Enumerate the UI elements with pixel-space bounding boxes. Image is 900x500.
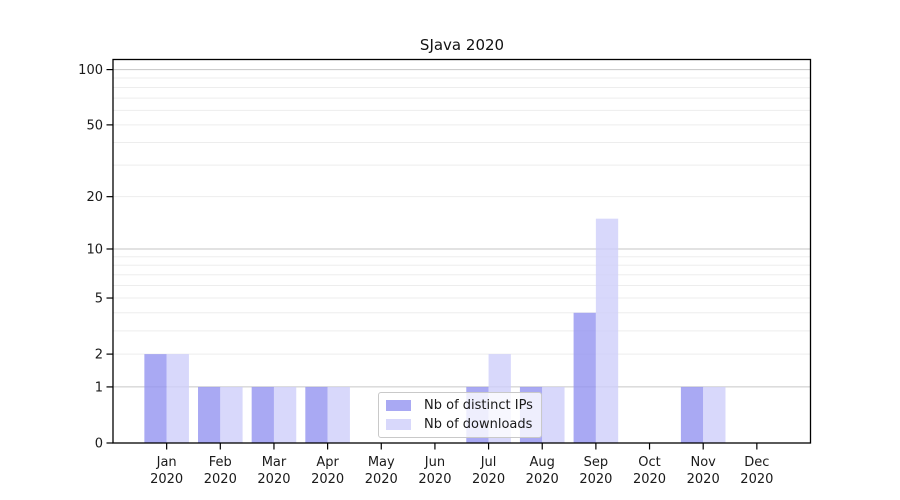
x-tick-label-year: 2020 xyxy=(257,472,290,487)
x-tick-label-month: Jan xyxy=(156,455,177,470)
y-tick-label: 20 xyxy=(86,190,103,205)
bar-distinct-ips-sep xyxy=(573,312,596,443)
y-tick-label: 100 xyxy=(78,63,103,78)
x-tick-label-year: 2020 xyxy=(418,472,451,487)
bar-downloads-sep xyxy=(595,218,619,443)
legend-label-distinct-ips: Nb of distinct IPs xyxy=(424,398,533,413)
y-tick-label: 2 xyxy=(95,348,103,363)
y-tick-label: 10 xyxy=(86,242,103,257)
legend-item-downloads: Nb of downloads xyxy=(386,418,533,431)
legend-swatch-distinct-ips xyxy=(386,400,411,411)
bar-downloads-jan xyxy=(166,354,189,443)
x-tick-label-year: 2020 xyxy=(150,472,183,487)
x-tick-label-month: Apr xyxy=(316,455,339,470)
x-tick-label-year: 2020 xyxy=(472,472,505,487)
chart-title: SJava 2020 xyxy=(419,36,505,54)
x-tick-label-month: Sep xyxy=(584,455,609,470)
x-tick-label-year: 2020 xyxy=(365,472,398,487)
x-tick-label-year: 2020 xyxy=(579,472,612,487)
x-tick-label-year: 2020 xyxy=(687,472,720,487)
x-tick-label-month: Aug xyxy=(530,455,555,470)
x-tick-label-month: Dec xyxy=(744,455,769,470)
y-tick-label: 1 xyxy=(95,380,103,395)
bar-distinct-ips-jan xyxy=(144,354,167,443)
y-tick-label: 0 xyxy=(95,437,103,452)
bar-downloads-mar xyxy=(273,386,297,443)
bar-downloads-aug xyxy=(542,386,565,443)
x-tick-label-month: Mar xyxy=(262,455,287,470)
y-tick-label: 50 xyxy=(86,118,103,133)
x-tick-label-month: Jul xyxy=(480,455,497,470)
bar-downloads-apr xyxy=(327,386,350,443)
x-tick-label-year: 2020 xyxy=(526,472,559,487)
x-tick-label-month: Feb xyxy=(209,455,232,470)
x-tick-label-year: 2020 xyxy=(204,472,237,487)
y-tick-label: 5 xyxy=(95,292,103,307)
legend-swatch-downloads xyxy=(386,419,411,430)
x-tick-label-month: Nov xyxy=(691,455,717,470)
x-tick-label-month: May xyxy=(368,455,395,470)
bar-distinct-ips-nov xyxy=(680,386,704,443)
legend-label-downloads: Nb of downloads xyxy=(424,417,533,432)
x-tick-label-year: 2020 xyxy=(633,472,666,487)
legend: Nb of distinct IPs Nb of downloads xyxy=(378,392,542,438)
legend-item-distinct-ips: Nb of distinct IPs xyxy=(386,399,533,412)
plot-frame xyxy=(112,58,812,444)
x-tick-label-month: Jun xyxy=(424,455,445,470)
bar-distinct-ips-feb xyxy=(198,386,221,443)
x-tick-label-year: 2020 xyxy=(311,472,344,487)
bar-downloads-nov xyxy=(703,386,726,443)
bar-distinct-ips-mar xyxy=(251,386,274,443)
x-tick-label-year: 2020 xyxy=(740,472,773,487)
x-tick-label-month: Oct xyxy=(638,455,660,470)
bar-distinct-ips-apr xyxy=(305,386,328,443)
bar-downloads-feb xyxy=(220,386,243,443)
